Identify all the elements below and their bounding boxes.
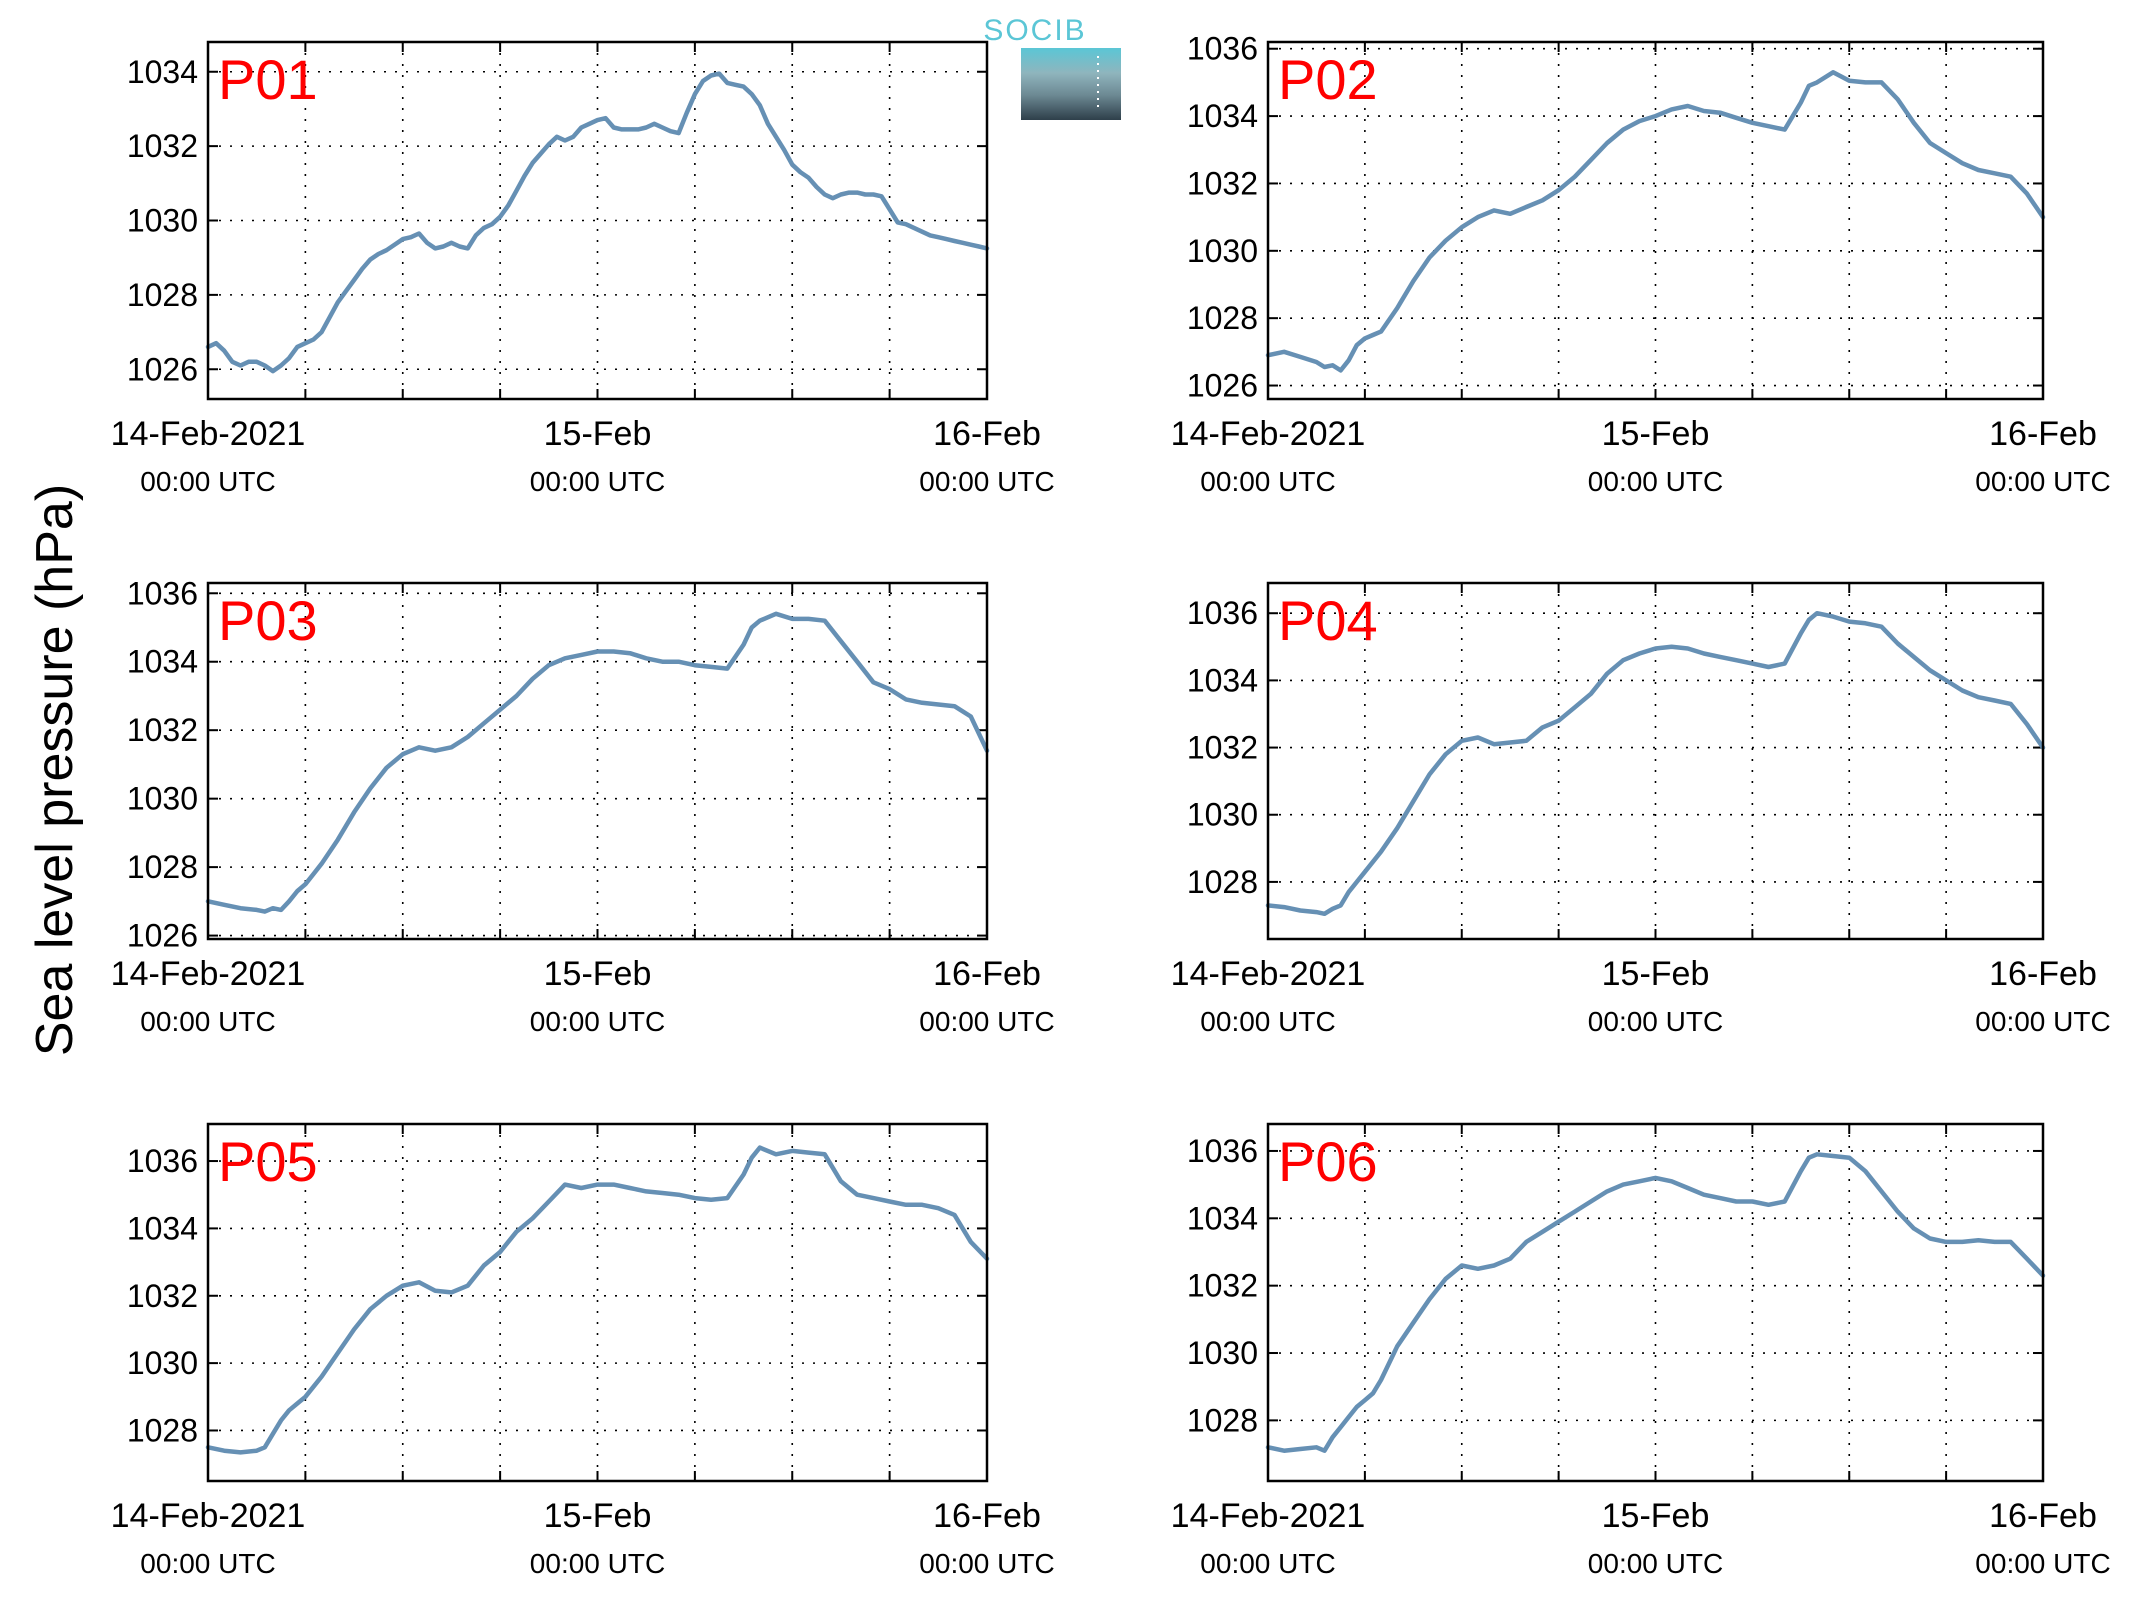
y-tick-label: 1036 bbox=[1187, 1133, 1258, 1169]
x-tick-date-label: 16-Feb bbox=[1989, 415, 2097, 453]
x-tick-date-label: 16-Feb bbox=[933, 415, 1041, 453]
logo-wave-mark bbox=[1021, 48, 1121, 120]
series-line-p02 bbox=[1265, 70, 2046, 373]
y-tick-label: 1030 bbox=[127, 1345, 198, 1381]
y-tick-label: 1030 bbox=[1187, 233, 1258, 269]
y-tick-label: 1036 bbox=[1187, 595, 1258, 631]
x-tick-time-label: 00:00 UTC bbox=[1200, 466, 1335, 497]
y-tick-label: 1034 bbox=[127, 644, 198, 680]
y-tick-label: 1036 bbox=[1187, 31, 1258, 67]
y-tick-label: 1036 bbox=[127, 575, 198, 611]
x-tick-time-label: 00:00 UTC bbox=[1588, 466, 1723, 497]
chart-panel-p06: 1028 1030 1032 1034 1036 14-Feb-2021 00:00 UTC… bbox=[1171, 1122, 2111, 1579]
y-tick-label: 1026 bbox=[127, 918, 198, 954]
x-tick-date-label: 14-Feb-2021 bbox=[111, 1497, 306, 1535]
x-tick-date-label: 16-Feb bbox=[1989, 955, 2097, 993]
x-tick-time-label: 00:00 UTC bbox=[1588, 1548, 1723, 1579]
y-tick-label: 1028 bbox=[127, 849, 198, 885]
axes-frame bbox=[206, 1122, 989, 1483]
y-tick-label: 1026 bbox=[127, 351, 198, 387]
y-tick-label: 1032 bbox=[127, 1278, 198, 1314]
x-tick-time-label: 00:00 UTC bbox=[140, 1548, 275, 1579]
y-tick-label: 1028 bbox=[1187, 864, 1258, 900]
y-axis-label: Sea level pressure (hPa) bbox=[26, 484, 84, 1056]
y-tick-label: 1034 bbox=[1187, 662, 1258, 698]
series-line-p04 bbox=[1265, 610, 2046, 917]
y-tick-label: 1032 bbox=[127, 712, 198, 748]
x-tick-time-label: 00:00 UTC bbox=[919, 466, 1054, 497]
panel-title: P03 bbox=[218, 589, 318, 652]
y-tick-label: 1034 bbox=[1187, 1200, 1258, 1236]
x-tick-time-label: 00:00 UTC bbox=[1975, 1548, 2110, 1579]
x-tick-time-label: 00:00 UTC bbox=[1588, 1006, 1723, 1037]
y-tick-label: 1028 bbox=[1187, 300, 1258, 336]
x-tick-date-label: 16-Feb bbox=[1989, 1497, 2097, 1535]
chart-panel-p03: 1026 1028 1030 1032 1034 1036 14-Feb-2021 00:00… bbox=[111, 575, 1055, 1037]
x-tick-date-label: 16-Feb bbox=[933, 1497, 1041, 1535]
x-tick-date-label: 15-Feb bbox=[1602, 955, 1710, 993]
y-tick-label: 1030 bbox=[1187, 1335, 1258, 1371]
x-tick-date-label: 14-Feb-2021 bbox=[111, 955, 306, 993]
x-tick-date-label: 15-Feb bbox=[1602, 1497, 1710, 1535]
panel-title: P02 bbox=[1278, 48, 1378, 111]
x-tick-date-label: 15-Feb bbox=[544, 415, 652, 453]
x-tick-date-label: 14-Feb-2021 bbox=[1171, 415, 1366, 453]
y-tick-label: 1028 bbox=[1187, 1402, 1258, 1438]
y-tick-label: 1034 bbox=[127, 54, 198, 90]
y-tick-label: 1032 bbox=[1187, 730, 1258, 766]
x-tick-time-label: 00:00 UTC bbox=[140, 1006, 275, 1037]
panel-title: P01 bbox=[218, 48, 318, 111]
y-tick-label: 1036 bbox=[127, 1143, 198, 1179]
x-tick-date-label: 14-Feb-2021 bbox=[1171, 955, 1366, 993]
chart-panel-p05: 1028 1030 1032 1034 1036 14-Feb-2021 00:00 UTC… bbox=[111, 1122, 1055, 1579]
series-line-p01 bbox=[205, 71, 990, 374]
axes-frame bbox=[206, 40, 989, 401]
panel-title: P05 bbox=[218, 1130, 318, 1193]
x-tick-time-label: 00:00 UTC bbox=[530, 1548, 665, 1579]
y-tick-label: 1032 bbox=[127, 128, 198, 164]
axes-frame bbox=[1266, 1122, 2045, 1483]
y-tick-label: 1028 bbox=[127, 1412, 198, 1448]
x-tick-time-label: 00:00 UTC bbox=[919, 1548, 1054, 1579]
x-tick-date-label: 14-Feb-2021 bbox=[1171, 1497, 1366, 1535]
panel-title: P04 bbox=[1278, 589, 1378, 652]
socib-logo: SOCIB bbox=[983, 14, 1121, 120]
y-tick-label: 1030 bbox=[127, 203, 198, 239]
x-tick-date-label: 16-Feb bbox=[933, 955, 1041, 993]
y-tick-label: 1030 bbox=[1187, 797, 1258, 833]
y-tick-label: 1034 bbox=[1187, 98, 1258, 134]
y-tick-label: 1030 bbox=[127, 781, 198, 817]
axes-frame bbox=[206, 581, 989, 941]
x-tick-time-label: 00:00 UTC bbox=[1200, 1006, 1335, 1037]
x-tick-time-label: 00:00 UTC bbox=[1975, 466, 2110, 497]
chart-panel-p02: 1026 1028 1030 1032 1034 1036 14-Feb-2021 00:00… bbox=[1171, 31, 2111, 497]
y-tick-label: 1032 bbox=[1187, 165, 1258, 201]
x-tick-date-label: 15-Feb bbox=[544, 955, 652, 993]
y-tick-label: 1034 bbox=[127, 1210, 198, 1246]
x-tick-time-label: 00:00 UTC bbox=[919, 1006, 1054, 1037]
x-tick-time-label: 00:00 UTC bbox=[530, 466, 665, 497]
x-tick-time-label: 00:00 UTC bbox=[1200, 1548, 1335, 1579]
panel-title: P06 bbox=[1278, 1130, 1378, 1193]
x-tick-date-label: 14-Feb-2021 bbox=[111, 415, 306, 453]
x-tick-time-label: 00:00 UTC bbox=[140, 466, 275, 497]
x-tick-date-label: 15-Feb bbox=[1602, 415, 1710, 453]
logo-text: SOCIB bbox=[983, 14, 1086, 47]
y-tick-label: 1032 bbox=[1187, 1268, 1258, 1304]
chart-panel-p01: 1026 1028 1030 1032 1034 14-Feb-2021 00:00 UTC… bbox=[111, 40, 1055, 497]
y-tick-label: 1026 bbox=[1187, 368, 1258, 404]
x-tick-time-label: 00:00 UTC bbox=[530, 1006, 665, 1037]
chart-panel-p04: 1028 1030 1032 1034 1036 14-Feb-2021 00:00 UTC… bbox=[1171, 581, 2111, 1037]
panels: 1026 1028 1030 1032 1034 14-Feb-2021 00:00 UTC… bbox=[111, 31, 2111, 1579]
series-line-p03 bbox=[205, 611, 990, 914]
series-line-p06 bbox=[1265, 1152, 2046, 1453]
series-line-p05 bbox=[205, 1145, 990, 1455]
x-tick-time-label: 00:00 UTC bbox=[1975, 1006, 2110, 1037]
y-tick-label: 1028 bbox=[127, 277, 198, 313]
axes-frame bbox=[1266, 581, 2045, 941]
x-tick-date-label: 15-Feb bbox=[544, 1497, 652, 1535]
axes-frame bbox=[1266, 40, 2045, 401]
